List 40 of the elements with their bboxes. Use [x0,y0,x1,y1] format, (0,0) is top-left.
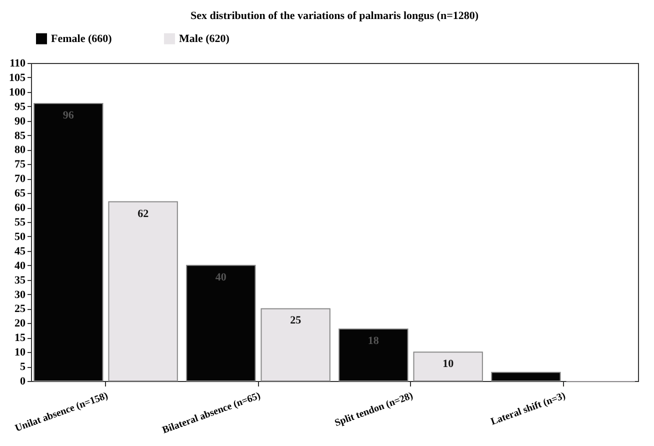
y-tick-label: 100 [9,86,26,98]
y-tick-label: 20 [14,318,26,330]
y-tick-label: 0 [20,376,26,388]
data-label: 18 [368,334,380,347]
bar [413,352,483,382]
y-tick-label: 65 [14,188,26,200]
data-label: 62 [138,208,150,220]
data-label: 40 [215,271,227,284]
x-tick-label: Split tendon (n=28) [333,390,415,430]
y-tick-label: 85 [14,130,26,142]
data-label: 96 [62,109,74,122]
chart-title: Sex distribution of the variations of palmaris longus (n=1280) [190,10,479,22]
y-tick-label: 95 [14,100,26,113]
y-tick-label: 25 [14,303,26,316]
y-tick-label: 55 [14,216,26,228]
y-tick-label: 35 [14,274,26,286]
bar [186,264,256,382]
y-tick-label: 5 [20,361,26,374]
y-tick-label: 110 [10,58,26,70]
y-tick-label: 70 [14,173,26,186]
y-tick-label: 30 [14,288,26,301]
bar [260,308,330,382]
y-tick-label: 90 [14,115,26,128]
bar [34,102,104,382]
bar [491,372,561,382]
data-label: 10 [442,358,454,370]
y-tick-label: 15 [14,332,26,344]
legend-label: Male (620) [179,32,230,45]
y-tick-label: 105 [9,72,26,84]
legend-label: Female (660) [51,32,112,45]
y-tick-label: 40 [14,260,26,272]
data-label: 25 [290,314,302,327]
bar [338,328,408,382]
y-tick-label: 45 [14,245,26,258]
y-tick-label: 10 [14,346,26,359]
y-tick-label: 60 [14,202,26,214]
bar [108,201,178,382]
y-tick-label: 75 [14,158,26,171]
y-tick-label: 50 [14,230,26,243]
y-tick-label: 80 [14,144,26,156]
